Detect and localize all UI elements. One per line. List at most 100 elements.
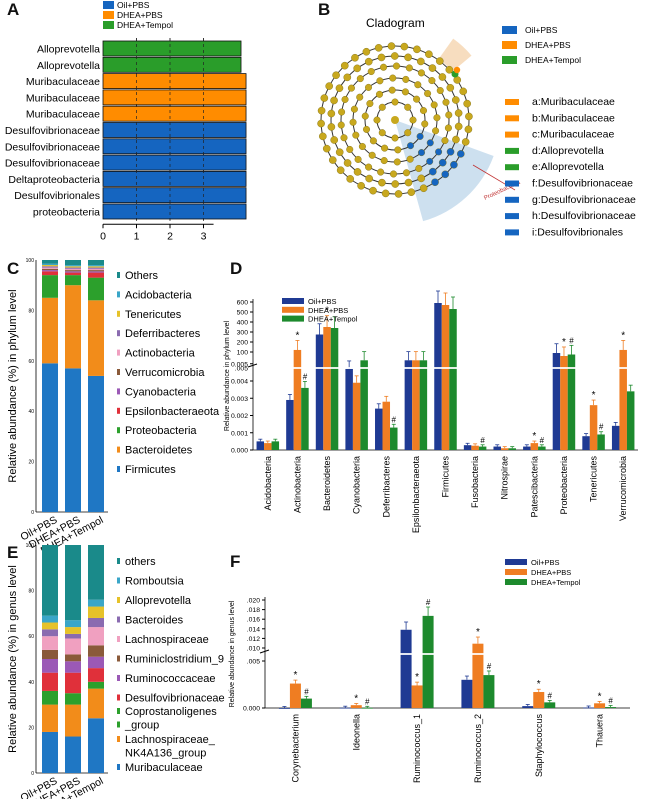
clade-node bbox=[356, 93, 364, 101]
clade-node bbox=[374, 44, 383, 52]
legend-swatch bbox=[117, 349, 120, 356]
stack-segment bbox=[88, 668, 104, 682]
legend-swatch bbox=[505, 579, 527, 585]
stack-segment bbox=[42, 267, 58, 269]
legend-swatch bbox=[502, 41, 517, 49]
legend-swatch bbox=[117, 310, 120, 317]
stack-segment bbox=[65, 285, 81, 369]
legend-label: Oil+PBS bbox=[525, 25, 558, 35]
legend-label: Alloprevotella bbox=[125, 595, 192, 607]
clade-node bbox=[350, 105, 358, 113]
data-bar bbox=[611, 425, 620, 450]
x-category-label: Ruminococcus_2 bbox=[473, 714, 483, 783]
clade-node bbox=[394, 190, 403, 198]
stack-segment bbox=[65, 268, 81, 271]
legend-swatch bbox=[505, 569, 527, 575]
stack-segment bbox=[42, 265, 58, 267]
clade-node bbox=[414, 81, 422, 89]
legend-swatch bbox=[282, 315, 304, 322]
legend-label: Tenericutes bbox=[125, 309, 182, 321]
clade-node bbox=[404, 53, 412, 62]
clade-node bbox=[400, 42, 409, 51]
clade-node bbox=[442, 98, 450, 106]
clade-node bbox=[444, 124, 452, 132]
clade-node bbox=[430, 101, 438, 109]
data-bar bbox=[286, 399, 294, 450]
y-tick-label: 600 bbox=[237, 300, 249, 307]
clade-node bbox=[381, 144, 389, 152]
clade-item-label: h:Desulfovibrionaceae bbox=[532, 210, 636, 222]
clade-node bbox=[365, 163, 373, 171]
clade-item-label: b:Muribaculaceae bbox=[532, 112, 615, 124]
legend-swatch bbox=[117, 597, 120, 603]
legend-swatch bbox=[117, 736, 120, 742]
data-bar bbox=[538, 446, 546, 450]
stack-segment bbox=[42, 270, 58, 272]
data-bar bbox=[375, 408, 383, 450]
legend-label: DHEA+PBS bbox=[531, 568, 571, 577]
x-category-label: Deferribacteres bbox=[381, 456, 391, 518]
stack-segment bbox=[88, 617, 104, 628]
legend-label: others bbox=[125, 556, 156, 568]
data-bar bbox=[400, 629, 412, 708]
x-category-label: Nitrospirae bbox=[500, 456, 510, 500]
data-bar bbox=[289, 683, 301, 708]
stack-segment bbox=[42, 363, 58, 512]
clade-item-swatch bbox=[505, 131, 519, 138]
y-tick-label: 20 bbox=[28, 725, 34, 731]
significance-mark: * bbox=[621, 330, 625, 341]
clade-node bbox=[391, 180, 400, 188]
y-axis-title: Relative abundance in phylum level bbox=[224, 320, 231, 431]
legend-swatch bbox=[117, 577, 120, 584]
clade-node bbox=[428, 77, 436, 85]
y-axis-title: Relative abundance in genus level bbox=[229, 600, 236, 707]
legend-swatch bbox=[502, 26, 517, 34]
panel-b-cladogram: CladogramProteobacteriaOil+PBSDHEA+PBSDH… bbox=[317, 16, 636, 238]
legend-swatch bbox=[117, 446, 120, 453]
x-category-label: Ruminococcus_1 bbox=[412, 714, 422, 783]
legend-swatch bbox=[103, 21, 114, 29]
stack-segment bbox=[42, 622, 58, 630]
y-tick-label: .014 bbox=[247, 626, 260, 633]
y-tick-label: 0.000 bbox=[231, 448, 248, 455]
y-tick-label: 80 bbox=[28, 589, 34, 595]
clade-node bbox=[426, 139, 434, 147]
data-bar bbox=[404, 360, 413, 450]
data-bar bbox=[594, 703, 606, 708]
legend-swatch bbox=[117, 407, 120, 414]
stack-segment bbox=[88, 267, 104, 269]
y-tick-label: 0 bbox=[31, 510, 34, 516]
data-bar bbox=[345, 368, 353, 450]
legend-swatch bbox=[103, 11, 114, 19]
significance-mark: # bbox=[480, 436, 485, 445]
data-bar bbox=[323, 327, 331, 450]
x-category-label: Firmicutes bbox=[441, 456, 451, 498]
x-category-label: Proteobacteria bbox=[559, 456, 569, 515]
clade-node bbox=[417, 149, 425, 157]
data-bar bbox=[330, 328, 339, 450]
legend-swatch bbox=[505, 559, 527, 565]
y-tick-label: 60 bbox=[28, 359, 34, 365]
y-tick-label: 0.005 bbox=[231, 361, 248, 368]
clade-node bbox=[387, 42, 396, 50]
clade-node bbox=[452, 135, 460, 144]
stack-segment bbox=[42, 704, 58, 732]
y-tick-label: 500 bbox=[237, 310, 249, 317]
legend-swatch bbox=[117, 616, 120, 623]
legend-label: Muribaculaceae bbox=[125, 762, 203, 774]
significance-mark: # bbox=[487, 662, 492, 671]
legend-swatch bbox=[103, 1, 114, 9]
lda-bar-label: Muribaculaceae bbox=[26, 92, 100, 104]
lda-bar bbox=[102, 122, 247, 138]
stack-segment bbox=[65, 265, 81, 267]
panel-f-label: F bbox=[230, 552, 241, 571]
stack-segment bbox=[65, 654, 81, 662]
stack-segment bbox=[42, 731, 58, 773]
lda-bar bbox=[102, 170, 247, 187]
clade-item-swatch bbox=[505, 196, 519, 203]
x-category-label: Staphylococcus bbox=[534, 714, 544, 778]
clade-node bbox=[317, 106, 326, 115]
clade-node bbox=[378, 129, 386, 137]
clade-item-label: c:Muribaculaceae bbox=[532, 129, 614, 141]
data-bar bbox=[293, 349, 302, 450]
